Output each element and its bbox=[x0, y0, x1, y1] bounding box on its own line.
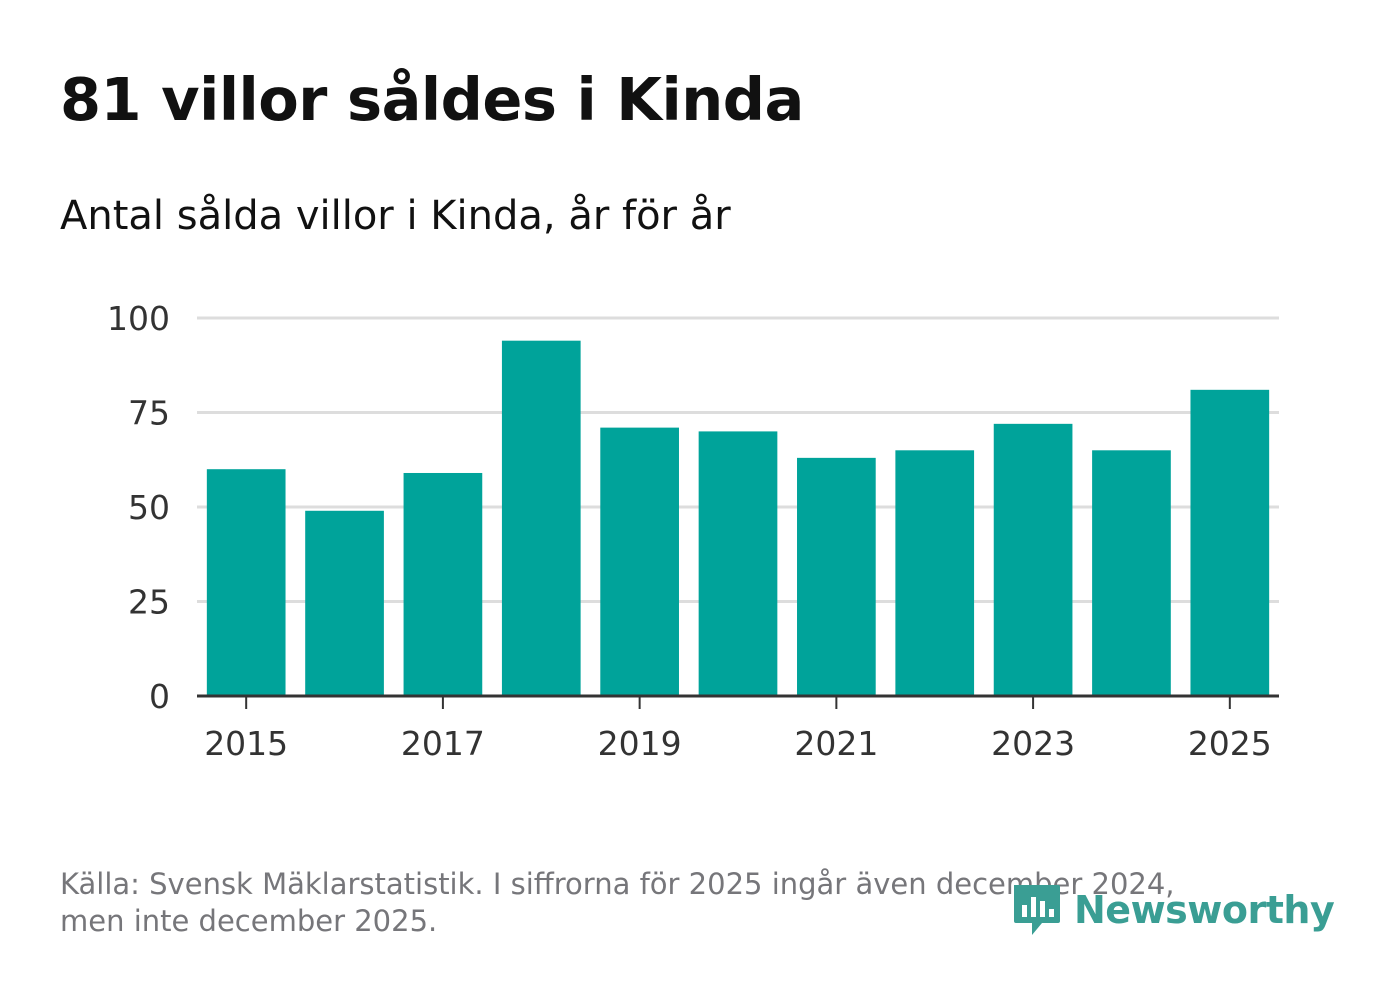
bar-2015 bbox=[206, 469, 286, 696]
x-tick-label-2015: 2015 bbox=[204, 724, 288, 763]
axes: 0 25 50 75 100 2015 2017 2019 2021 2023 2025 bbox=[107, 299, 1279, 763]
bars bbox=[206, 340, 1270, 696]
y-tick-label-25: 25 bbox=[128, 583, 170, 622]
x-tick-label-2023: 2023 bbox=[991, 724, 1075, 763]
bar-2022 bbox=[895, 450, 975, 696]
bar-2019 bbox=[600, 427, 679, 696]
bar-2018 bbox=[501, 340, 581, 696]
chart-subtitle: Antal sålda villor i Kinda, år för år bbox=[60, 193, 731, 239]
source-line-1: Källa: Svensk Mäklarstatistik. I siffror… bbox=[60, 867, 1175, 901]
brand-name: Newsworthy bbox=[1074, 888, 1335, 932]
newsworthy-brand: Newsworthy bbox=[1012, 880, 1335, 940]
bar-2021 bbox=[797, 457, 876, 696]
y-tick-label-75: 75 bbox=[128, 394, 170, 433]
newsworthy-logo-icon bbox=[1014, 885, 1060, 935]
chart-title: 81 villor såldes i Kinda bbox=[60, 65, 804, 134]
x-tick-label-2025: 2025 bbox=[1188, 724, 1272, 763]
y-tick-label-100: 100 bbox=[107, 299, 170, 338]
bar-2020 bbox=[698, 431, 778, 696]
x-tick-label-2017: 2017 bbox=[401, 724, 485, 763]
bar-2017 bbox=[403, 472, 483, 696]
x-tick-label-2021: 2021 bbox=[794, 724, 878, 763]
bar-2024 bbox=[1092, 450, 1171, 696]
source-line-2: men inte december 2025. bbox=[60, 904, 438, 938]
y-tick-label-0: 0 bbox=[149, 677, 170, 716]
source-note: Källa: Svensk Mäklarstatistik. I siffror… bbox=[60, 866, 1260, 940]
bar-2016 bbox=[305, 510, 384, 696]
bar-2025 bbox=[1190, 389, 1270, 696]
x-tick-label-2019: 2019 bbox=[598, 724, 682, 763]
y-tick-label-50: 50 bbox=[128, 488, 170, 527]
bar-2023 bbox=[993, 423, 1073, 696]
